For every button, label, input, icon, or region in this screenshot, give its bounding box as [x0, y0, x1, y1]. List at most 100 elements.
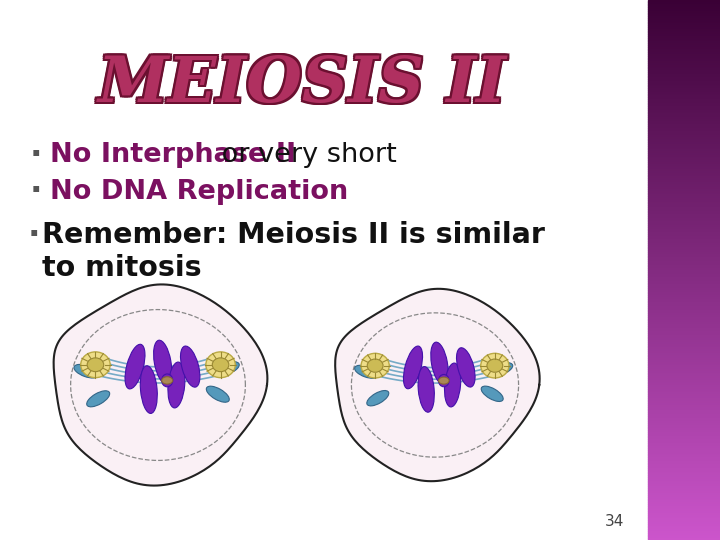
Bar: [648, 193, 720, 194]
Bar: [648, 5, 720, 7]
Bar: [648, 398, 720, 400]
Bar: [648, 497, 720, 498]
Bar: [648, 274, 720, 275]
Bar: [648, 425, 720, 427]
Text: to mitosis: to mitosis: [42, 254, 202, 282]
Bar: [648, 405, 720, 407]
Bar: [648, 218, 720, 220]
Ellipse shape: [481, 353, 509, 378]
Ellipse shape: [367, 359, 383, 372]
Bar: [648, 239, 720, 241]
Bar: [648, 228, 720, 231]
Bar: [648, 130, 720, 131]
Bar: [648, 506, 720, 508]
Bar: [648, 258, 720, 259]
Bar: [648, 312, 720, 313]
Bar: [648, 236, 720, 238]
Bar: [648, 92, 720, 93]
Bar: [648, 234, 720, 236]
Bar: [648, 243, 720, 245]
Bar: [648, 277, 720, 279]
Bar: [648, 247, 720, 248]
Ellipse shape: [74, 364, 99, 378]
Bar: [648, 349, 720, 351]
Bar: [648, 223, 720, 225]
Bar: [648, 178, 720, 180]
Bar: [648, 38, 720, 39]
Ellipse shape: [403, 346, 423, 389]
Bar: [648, 261, 720, 263]
Bar: [648, 77, 720, 79]
Bar: [648, 443, 720, 444]
Bar: [648, 385, 720, 387]
Polygon shape: [336, 289, 539, 481]
Bar: [648, 31, 720, 32]
Ellipse shape: [125, 345, 145, 389]
Bar: [648, 356, 720, 358]
Bar: [648, 139, 720, 140]
Bar: [648, 326, 720, 328]
Bar: [648, 16, 720, 18]
Bar: [648, 76, 720, 77]
Bar: [648, 101, 720, 103]
Bar: [648, 455, 720, 457]
Bar: [648, 166, 720, 167]
Bar: [648, 47, 720, 49]
Bar: [648, 182, 720, 184]
Bar: [648, 533, 720, 535]
Bar: [648, 517, 720, 518]
Bar: [648, 27, 720, 29]
Ellipse shape: [162, 374, 173, 387]
Bar: [648, 4, 720, 5]
Bar: [648, 147, 720, 150]
Bar: [648, 344, 720, 346]
Bar: [648, 308, 720, 309]
Text: MEIOSIS II: MEIOSIS II: [98, 52, 507, 113]
Bar: [648, 34, 720, 36]
Bar: [648, 259, 720, 261]
Ellipse shape: [487, 359, 503, 372]
Bar: [648, 268, 720, 270]
Bar: [648, 481, 720, 482]
Bar: [648, 396, 720, 398]
Bar: [648, 155, 720, 157]
Bar: [648, 162, 720, 164]
Bar: [648, 387, 720, 389]
Bar: [648, 482, 720, 484]
Bar: [648, 423, 720, 425]
Bar: [648, 227, 720, 228]
Bar: [648, 113, 720, 115]
Bar: [648, 108, 720, 110]
Bar: [648, 220, 720, 221]
Bar: [648, 417, 720, 420]
Bar: [648, 389, 720, 390]
Bar: [648, 18, 720, 20]
Bar: [648, 304, 720, 306]
Bar: [648, 189, 720, 191]
Bar: [648, 491, 720, 493]
Bar: [648, 441, 720, 443]
Bar: [648, 45, 720, 47]
Bar: [648, 320, 720, 322]
Bar: [648, 93, 720, 96]
Bar: [648, 302, 720, 304]
Bar: [648, 140, 720, 142]
Text: MEIOSIS II: MEIOSIS II: [96, 54, 505, 116]
Bar: [648, 292, 720, 293]
Bar: [648, 112, 720, 113]
Bar: [648, 371, 720, 373]
Ellipse shape: [168, 362, 185, 408]
Bar: [648, 393, 720, 394]
Bar: [648, 169, 720, 171]
Bar: [648, 184, 720, 185]
Bar: [648, 124, 720, 126]
Bar: [648, 167, 720, 169]
Text: MEIOSIS II: MEIOSIS II: [96, 56, 505, 118]
Ellipse shape: [140, 366, 157, 414]
Bar: [648, 376, 720, 378]
Bar: [648, 528, 720, 529]
Bar: [648, 29, 720, 31]
Bar: [648, 414, 720, 416]
Bar: [648, 200, 720, 201]
Bar: [648, 369, 720, 371]
